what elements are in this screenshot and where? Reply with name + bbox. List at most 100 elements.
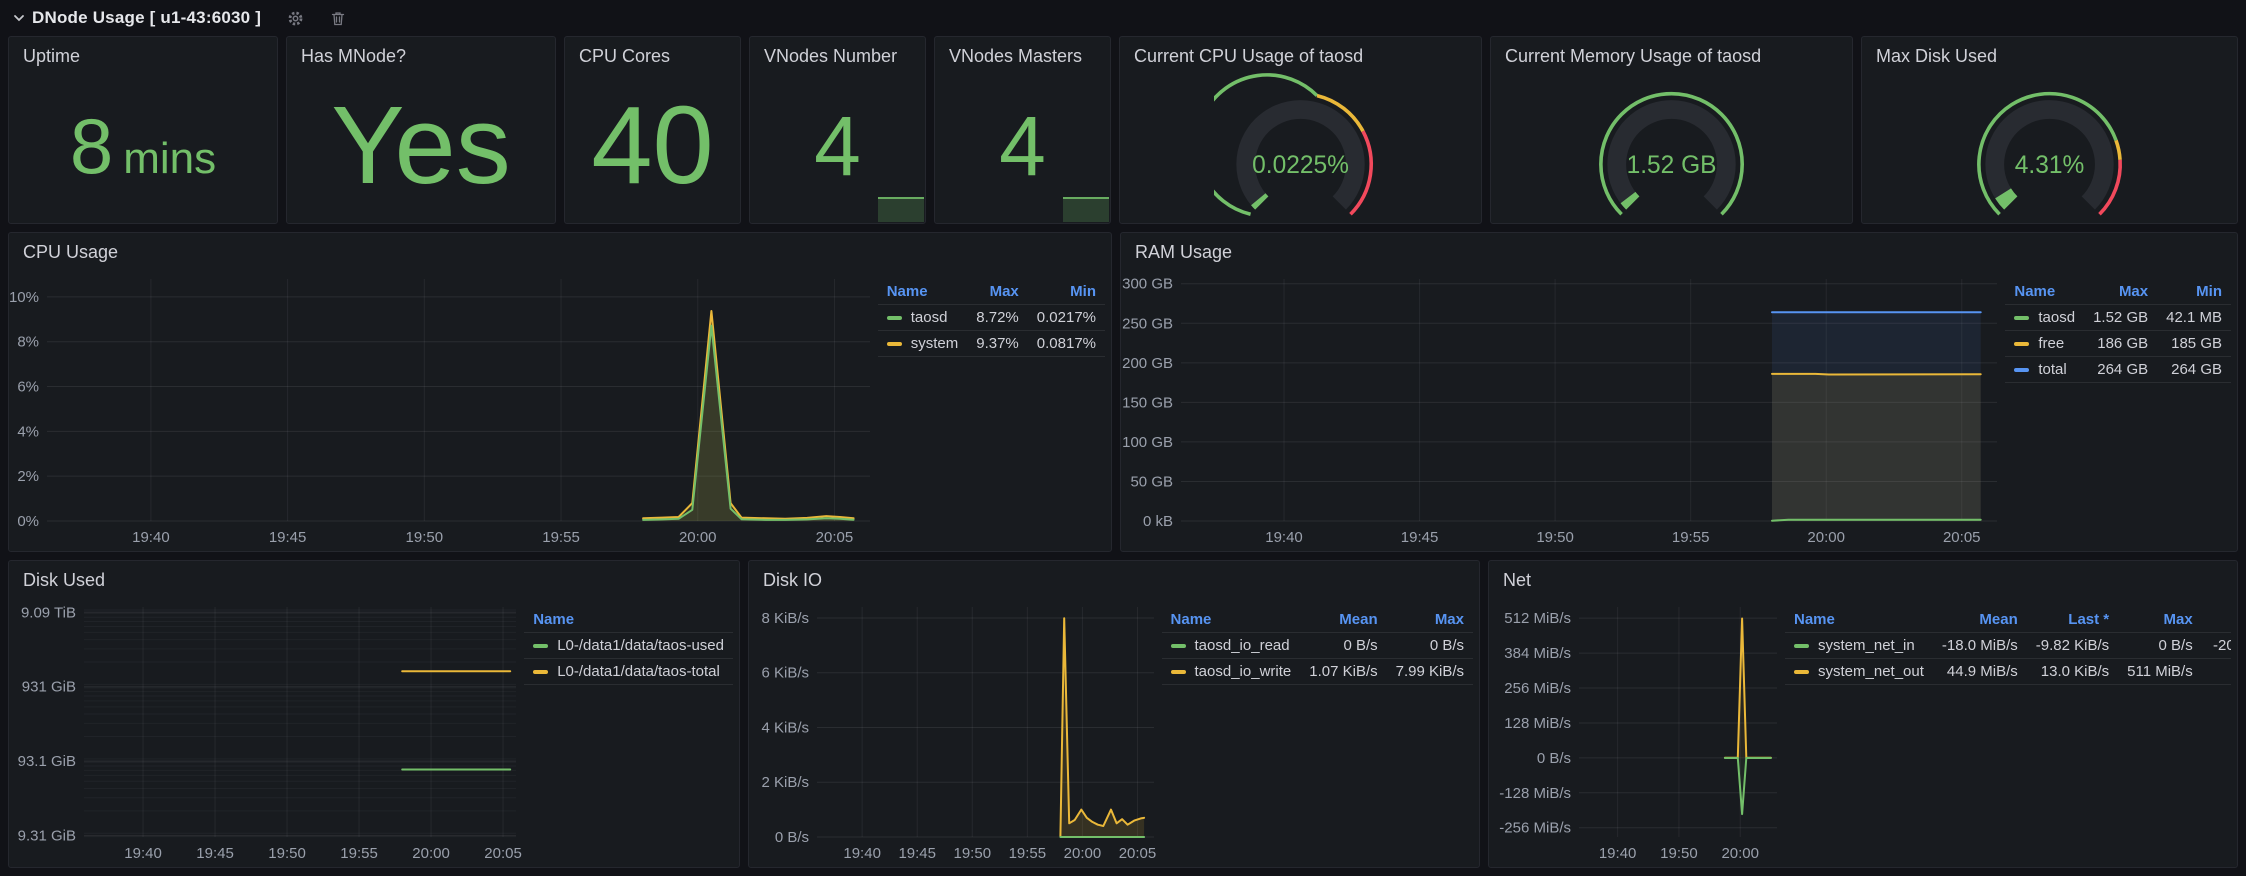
stat-value-area: 4 xyxy=(935,69,1110,223)
legend-col-header[interactable]: Min xyxy=(2196,283,2222,300)
disk-used-plot[interactable]: 9.31 GiB 93.1 GiB 931 GiB 9.09 TiB 19:40 19:4… xyxy=(9,593,524,867)
svg-text:20:00: 20:00 xyxy=(412,845,450,862)
panel-title[interactable]: VNodes Number xyxy=(764,46,898,66)
legend-col-header[interactable]: Max xyxy=(2163,611,2193,628)
stat-value: 40 xyxy=(591,84,714,207)
stat-value: 4 xyxy=(999,99,1046,193)
dashboard-row-title[interactable]: DNode Usage [ u1-43:6030 ] xyxy=(32,8,262,27)
bottom-row: Disk Used 9.31 GiB 93.1 GiB 931 GiB 9.09 Ti… xyxy=(0,560,2246,868)
panel-title[interactable]: CPU Usage xyxy=(23,242,119,262)
legend-row[interactable]: L0-/data1/data/taos-used xyxy=(524,632,733,659)
stat-sparkline xyxy=(1063,197,1109,222)
panel-title[interactable]: Disk IO xyxy=(763,570,823,590)
svg-text:19:55: 19:55 xyxy=(340,845,378,862)
legend-col-header[interactable] xyxy=(2202,607,2231,633)
svg-text:9.31 GiB: 9.31 GiB xyxy=(18,828,76,845)
svg-text:50 GB: 50 GB xyxy=(1130,473,1173,490)
series-color-swatch xyxy=(1794,644,1809,649)
svg-text:19:55: 19:55 xyxy=(1009,845,1047,862)
legend-col-header[interactable]: Mean xyxy=(1979,611,2018,628)
legend-col-header[interactable]: Max xyxy=(2118,283,2149,300)
svg-text:19:45: 19:45 xyxy=(269,529,307,546)
svg-text:2%: 2% xyxy=(17,468,39,485)
cpu-usage-legend[interactable]: Name Max Min taosd 8.72% 0.0217% system 9.37% 0.… xyxy=(877,279,1105,357)
panel-title[interactable]: Current Memory Usage of taosd xyxy=(1505,46,1762,66)
legend-col-header[interactable]: Name xyxy=(1170,611,1212,628)
legend-col-header[interactable]: Last * xyxy=(2068,611,2110,628)
svg-text:19:45: 19:45 xyxy=(196,845,234,862)
legend-col-header[interactable]: Min xyxy=(1070,283,1096,300)
series-color-swatch xyxy=(533,644,549,649)
legend-col-header[interactable]: Name xyxy=(886,283,928,300)
max-disk-used-gauge: 4.31% xyxy=(1862,69,2237,223)
panel-title[interactable]: Current CPU Usage of taosd xyxy=(1134,46,1364,66)
svg-text:19:40: 19:40 xyxy=(124,845,162,862)
trash-icon[interactable] xyxy=(330,10,346,27)
legend-row[interactable]: taosd_io_write 1.07 KiB/s 7.99 KiB/s xyxy=(1161,658,1473,685)
svg-text:512 MiB/s: 512 MiB/s xyxy=(1504,610,1571,627)
disk-used-legend[interactable]: Name L0-/data1/data/taos-used L0-/data1/da… xyxy=(524,607,733,685)
svg-text:19:50: 19:50 xyxy=(1660,845,1698,862)
panel-disk-io-chart: Disk IO 0 B/s 2 KiB/s 4 KiB/s 6 KiB/s 8 KiB/… xyxy=(748,560,1480,868)
chevron-down-icon[interactable] xyxy=(12,11,26,25)
legend-col-header[interactable]: Name xyxy=(2014,283,2056,300)
legend-col-header[interactable]: Max xyxy=(1434,611,1464,628)
panel-vnodes-number: VNodes Number 4 xyxy=(749,36,926,224)
panel-cpu-usage-chart: CPU Usage 0% 2% 4% 6% 8% 10% 19:40 19:45 19:50 19… xyxy=(8,232,1112,552)
legend-row[interactable]: taosd_io_read 0 B/s 0 B/s xyxy=(1161,632,1473,659)
svg-text:19:45: 19:45 xyxy=(1401,529,1439,546)
panel-ram-usage-chart: RAM Usage 0 kB 50 GB 100 GB 150 GB 200 GB 250… xyxy=(1120,232,2238,552)
legend-row[interactable]: free 186 GB 185 GB xyxy=(2005,330,2231,357)
series-color-swatch xyxy=(886,316,902,321)
legend-row[interactable]: total 264 GB 264 GB xyxy=(2005,356,2231,383)
svg-text:931 GiB: 931 GiB xyxy=(22,679,76,696)
panel-max-disk-gauge: Max Disk Used 4.31% xyxy=(1861,36,2238,224)
legend-col-header[interactable]: Max xyxy=(989,283,1019,300)
legend-row[interactable]: system 9.37% 0.0817% xyxy=(877,330,1105,357)
svg-text:9.09 TiB: 9.09 TiB xyxy=(21,604,76,621)
net-plot[interactable]: -256 MiB/s -128 MiB/s 0 B/s 128 MiB/s 256 Mi… xyxy=(1489,593,1785,867)
disk-io-legend[interactable]: Name Mean Max taosd_io_read 0 B/s 0 B/s taosd_… xyxy=(1161,607,1473,685)
stat-value: 8 xyxy=(69,102,114,190)
svg-text:19:50: 19:50 xyxy=(1536,529,1574,546)
legend-row[interactable]: system_net_out 44.9 MiB/s 13.0 KiB/s 511 Mi… xyxy=(1785,658,2231,685)
legend-col-header[interactable]: Mean xyxy=(1339,611,1378,628)
panel-title[interactable]: CPU Cores xyxy=(579,46,671,66)
svg-text:-128 MiB/s: -128 MiB/s xyxy=(1499,785,1571,802)
panel-cpu-cores: CPU Cores 40 xyxy=(564,36,741,224)
ram-usage-legend[interactable]: Name Max Min taosd 1.52 GB 42.1 MB free 186 GB 1… xyxy=(2005,279,2231,383)
svg-text:19:50: 19:50 xyxy=(406,529,444,546)
legend-row[interactable]: L0-/data1/data/taos-total xyxy=(524,658,733,685)
net-legend[interactable]: Name Mean Last * Max system_net_in -18.0 MiB/… xyxy=(1785,607,2231,685)
panel-title[interactable]: Disk Used xyxy=(23,570,106,590)
panel-title[interactable]: Has MNode? xyxy=(301,46,407,66)
svg-text:19:50: 19:50 xyxy=(954,845,992,862)
legend-row[interactable]: taosd 1.52 GB 42.1 MB xyxy=(2005,304,2231,331)
svg-text:20:05: 20:05 xyxy=(816,529,854,546)
svg-text:8%: 8% xyxy=(17,334,39,351)
gear-icon[interactable] xyxy=(287,10,304,27)
svg-text:19:40: 19:40 xyxy=(132,529,170,546)
stat-value-area: 40 xyxy=(565,69,740,223)
disk-io-plot[interactable]: 0 B/s 2 KiB/s 4 KiB/s 6 KiB/s 8 KiB/s 19:40 19… xyxy=(749,593,1162,867)
svg-text:10%: 10% xyxy=(9,289,39,306)
svg-text:19:40: 19:40 xyxy=(1599,845,1637,862)
panel-title[interactable]: Net xyxy=(1503,570,1532,590)
legend-col-header[interactable]: Name xyxy=(1794,611,1835,628)
svg-text:0 kB: 0 kB xyxy=(1143,513,1173,530)
panel-has-mnode: Has MNode? Yes xyxy=(286,36,556,224)
svg-text:19:50: 19:50 xyxy=(268,845,306,862)
svg-text:150 GB: 150 GB xyxy=(1122,394,1173,411)
legend-row[interactable]: taosd 8.72% 0.0217% xyxy=(877,304,1105,331)
middle-row: CPU Usage 0% 2% 4% 6% 8% 10% 19:40 19:45 19:50 19… xyxy=(0,232,2246,552)
legend-col-header[interactable]: Name xyxy=(533,611,575,628)
ram-usage-plot[interactable]: 0 kB 50 GB 100 GB 150 GB 200 GB 250 GB 300 GB 1… xyxy=(1121,265,2005,551)
cpu-usage-plot[interactable]: 0% 2% 4% 6% 8% 10% 19:40 19:45 19:50 19:55 20:00 20… xyxy=(9,265,878,551)
svg-text:93.1 GiB: 93.1 GiB xyxy=(18,753,76,770)
legend-row[interactable]: system_net_in -18.0 MiB/s -9.82 KiB/s 0 B/s… xyxy=(1785,632,2231,659)
panel-title[interactable]: VNodes Masters xyxy=(949,46,1083,66)
panel-disk-used-chart: Disk Used 9.31 GiB 93.1 GiB 931 GiB 9.09 Ti… xyxy=(8,560,740,868)
panel-title[interactable]: Max Disk Used xyxy=(1876,46,1998,66)
panel-title[interactable]: RAM Usage xyxy=(1135,242,1233,262)
panel-title[interactable]: Uptime xyxy=(23,46,81,66)
